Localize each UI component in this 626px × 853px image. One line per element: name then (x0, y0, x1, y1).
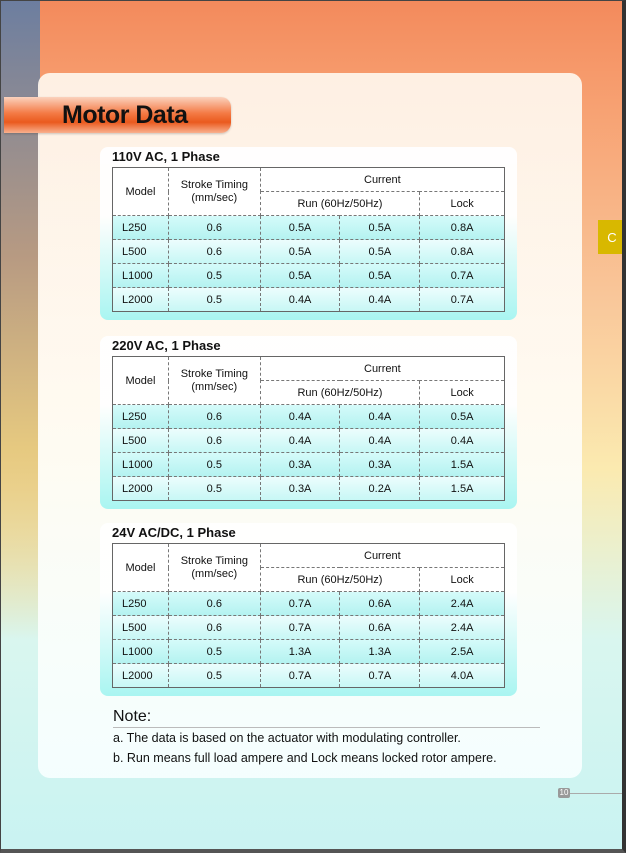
page-number: 10 (558, 788, 570, 798)
header-stroke-label: Stroke Timing (180, 554, 248, 567)
cell-run-50hz: 0.5A (339, 263, 421, 288)
cell-run-60hz: 0.4A (259, 428, 341, 453)
cell-model: L250 (112, 591, 169, 616)
note-divider (113, 727, 540, 728)
header-stroke-unit: (mm/sec) (191, 380, 238, 393)
cell-stroke: 0.5 (167, 639, 261, 664)
note-heading: Note: (113, 708, 152, 725)
cell-run-50hz: 0.4A (339, 428, 421, 453)
table-row: L500 0.6 0.5A 0.5A 0.8A (112, 239, 505, 264)
cell-stroke: 0.6 (167, 591, 261, 616)
cell-model: L500 (112, 239, 169, 264)
table-row: L2000 0.5 0.3A 0.2A 1.5A (112, 476, 505, 501)
table-title: 24V AC/DC, 1 Phase (112, 525, 236, 540)
cell-lock: 1.5A (419, 452, 505, 477)
header-row: Model Stroke Timing (mm/sec) Current (112, 543, 506, 592)
header-model: Model (112, 543, 169, 592)
table-title: 110V AC, 1 Phase (112, 149, 220, 164)
note-item: b. Run means full load ampere and Lock m… (113, 751, 497, 765)
table-title: 220V AC, 1 Phase (112, 338, 221, 353)
cell-run-60hz: 0.3A (259, 476, 341, 501)
cell-lock: 4.0A (419, 663, 505, 688)
cell-model: L500 (112, 615, 169, 640)
cell-lock: 2.4A (419, 591, 505, 616)
cell-run-50hz: 0.2A (339, 476, 421, 501)
motor-data-table: Model Stroke Timing (mm/sec) Current Run … (112, 356, 506, 501)
table-row: L500 0.6 0.4A 0.4A 0.4A (112, 428, 505, 453)
motor-table-panel: 220V AC, 1 Phase Model Stroke Timing (mm/… (100, 336, 517, 509)
cell-model: L2000 (112, 663, 169, 688)
cell-stroke: 0.6 (167, 215, 261, 240)
cell-model: L250 (112, 404, 169, 429)
cell-model: L2000 (112, 287, 169, 312)
cell-run-50hz: 0.4A (339, 287, 421, 312)
cell-lock: 2.4A (419, 615, 505, 640)
table-row: L250 0.6 0.7A 0.6A 2.4A (112, 591, 505, 616)
cell-stroke: 0.5 (167, 663, 261, 688)
cell-model: L2000 (112, 476, 169, 501)
cell-run-60hz: 0.4A (259, 287, 341, 312)
motor-data-table: Model Stroke Timing (mm/sec) Current Run … (112, 543, 506, 688)
cell-model: L1000 (112, 263, 169, 288)
header-model: Model (112, 356, 169, 405)
table-row: L250 0.6 0.4A 0.4A 0.5A (112, 404, 505, 429)
cell-lock: 0.7A (419, 287, 505, 312)
header-stroke-label: Stroke Timing (180, 178, 248, 191)
cell-run-60hz: 0.5A (259, 239, 341, 264)
page-number-line (570, 793, 626, 794)
section-tab[interactable]: C (598, 220, 626, 254)
cell-run-50hz: 0.6A (339, 615, 421, 640)
header-lock: Lock (419, 380, 505, 405)
cell-run-60hz: 1.3A (259, 639, 341, 664)
header-stroke-unit: (mm/sec) (191, 567, 238, 580)
cell-run-50hz: 0.7A (339, 663, 421, 688)
cell-lock: 0.5A (419, 404, 505, 429)
header-stroke-label: Stroke Timing (180, 367, 248, 380)
table-row: L2000 0.5 0.4A 0.4A 0.7A (112, 287, 505, 312)
cell-lock: 1.5A (419, 476, 505, 501)
cell-stroke: 0.5 (167, 476, 261, 501)
cell-lock: 2.5A (419, 639, 505, 664)
header-stroke: Stroke Timing (mm/sec) (167, 543, 261, 592)
motor-table-panel: 110V AC, 1 Phase Model Stroke Timing (mm/… (100, 147, 517, 320)
cell-run-50hz: 1.3A (339, 639, 421, 664)
header-row: Run (60Hz/50Hz) Lock (112, 567, 505, 592)
cell-run-50hz: 0.5A (339, 239, 421, 264)
cell-run-60hz: 0.7A (259, 591, 341, 616)
motor-data-table: Model Stroke Timing (mm/sec) Current Run … (112, 167, 506, 312)
header-stroke: Stroke Timing (mm/sec) (167, 356, 261, 405)
cell-stroke: 0.5 (167, 287, 261, 312)
title-banner: Motor Data (4, 97, 231, 133)
table-row: L250 0.6 0.5A 0.5A 0.8A (112, 215, 505, 240)
cell-stroke: 0.6 (167, 239, 261, 264)
cell-model: L500 (112, 428, 169, 453)
page-title: Motor Data (62, 101, 188, 129)
cell-model: L250 (112, 215, 169, 240)
header-stroke: Stroke Timing (mm/sec) (167, 167, 261, 216)
header-current: Current (259, 543, 506, 568)
cell-run-50hz: 0.5A (339, 215, 421, 240)
cell-run-60hz: 0.7A (259, 615, 341, 640)
header-model: Model (112, 167, 169, 216)
note-item: a. The data is based on the actuator wit… (113, 731, 461, 745)
table-row: L1000 0.5 1.3A 1.3A 2.5A (112, 639, 505, 664)
motor-table-panel: 24V AC/DC, 1 Phase Model Stroke Timing (m… (100, 523, 517, 696)
header-lock: Lock (419, 567, 505, 592)
cell-model: L1000 (112, 639, 169, 664)
header-row: Model Stroke Timing (mm/sec) Current (112, 356, 506, 405)
header-stroke-unit: (mm/sec) (191, 191, 238, 204)
table-row: L2000 0.5 0.7A 0.7A 4.0A (112, 663, 505, 688)
